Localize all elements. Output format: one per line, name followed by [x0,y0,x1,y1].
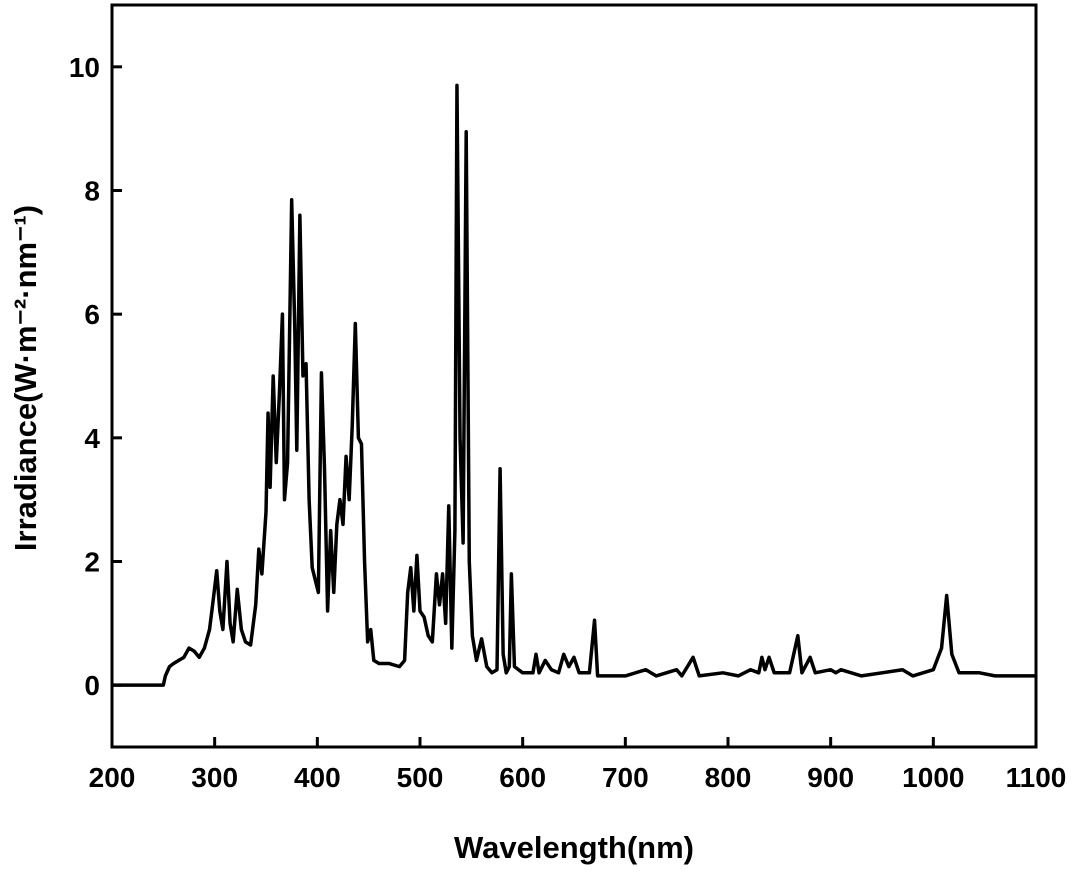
y-tick-label: 6 [84,299,100,330]
x-tick-label: 500 [397,762,444,793]
y-tick-label: 2 [84,547,100,578]
y-tick-label: 0 [84,670,100,701]
x-tick-label: 1000 [902,762,964,793]
y-tick-label: 10 [69,52,100,83]
x-tick-label: 1100 [1006,762,1067,793]
spectrum-line [112,83,1036,687]
y-axis-label: Irradiance(W·m⁻²·nm⁻¹) [8,205,43,551]
plot-frame [110,3,1038,749]
x-tick-label: 600 [499,762,546,793]
x-tick-label: 800 [705,762,752,793]
x-tick-label: 900 [807,762,854,793]
x-tick-label: 300 [191,762,238,793]
x-tick-label: 200 [89,762,136,793]
y-tick-label: 4 [84,423,100,454]
y-tick-label: 8 [84,176,100,207]
x-tick-label: 400 [294,762,341,793]
x-tick-label: 700 [602,762,649,793]
x-axis-label: Wavelength(nm) [454,830,694,865]
